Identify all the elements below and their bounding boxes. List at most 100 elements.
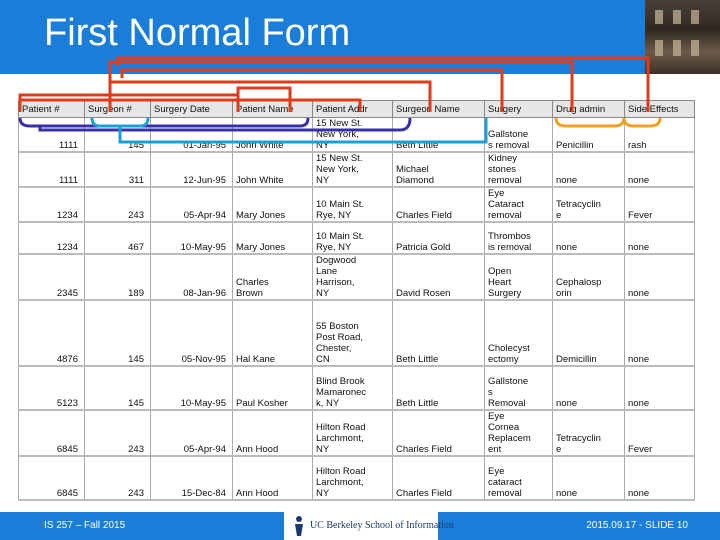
table-cell: Hilton Road Larchmont, NY	[312, 410, 393, 457]
cell-text: 6845	[56, 444, 78, 455]
table-cell: 12-Jun-95	[150, 152, 233, 188]
header-row: Patient # Surgeon # Surgery Date Patient…	[18, 100, 695, 118]
cell-text: 243	[128, 488, 144, 499]
table-cell: none	[552, 456, 625, 501]
column-header: Patient Addr	[312, 100, 393, 118]
cell-text: Cholecyst ectomy	[488, 343, 530, 365]
building-photo	[645, 0, 720, 74]
table-cell: John White	[232, 117, 313, 153]
table-cell: 01-Jan-95	[150, 117, 233, 153]
table-cell: 2345	[18, 254, 85, 301]
table-cell: 10-May-95	[150, 222, 233, 255]
cell-text: 10 Main St. Rye, NY	[316, 231, 365, 253]
column-header: Patient Name	[232, 100, 313, 118]
table-row: 1111 311 12-Jun-95 John White 15 New St. New…	[18, 152, 695, 188]
cell-text: John White	[236, 140, 284, 151]
table-cell: none	[624, 366, 695, 411]
table-cell: Charles Brown	[232, 254, 313, 301]
table-cell: Ann Hood	[232, 410, 313, 457]
cell-text: Demicillin	[556, 354, 597, 365]
column-header: Surgery Date	[150, 100, 233, 118]
cell-text: 10-May-95	[180, 398, 226, 409]
cell-text: Ann Hood	[236, 488, 279, 499]
table-cell: none	[624, 300, 695, 367]
table-cell: 1111	[18, 117, 85, 153]
table-cell: Tetracyclin e	[552, 410, 625, 457]
table-cell: 243	[84, 410, 151, 457]
cell-text: John White	[236, 175, 284, 186]
cell-text: Charles Field	[396, 488, 452, 499]
cell-text: Ann Hood	[236, 444, 279, 455]
table-cell: none	[624, 152, 695, 188]
cell-text: 1111	[58, 175, 78, 186]
cell-text: none	[556, 175, 578, 186]
column-header: Surgery	[484, 100, 553, 118]
table-cell: Penicillin	[552, 117, 625, 153]
table-cell: 189	[84, 254, 151, 301]
table-row: 6845 243 05-Apr-94 Ann Hood Hilton Road Larc…	[18, 410, 695, 457]
table-cell: Hal Kane	[232, 300, 313, 367]
cell-text: Beth Little	[396, 140, 439, 151]
cell-text: David Rosen	[396, 288, 451, 299]
cell-text: 1234	[56, 242, 78, 253]
table-cell: Fever	[624, 187, 695, 223]
cell-text: 15 New St. New York, NY	[316, 153, 363, 186]
table-cell: 4876	[18, 300, 85, 367]
table-cell: Open Heart Surgery	[484, 254, 553, 301]
cell-text: Paul Kosher	[236, 398, 288, 409]
table-cell: 1234	[18, 187, 85, 223]
table-cell: Tetracyclin e	[552, 187, 625, 223]
cell-text: Gallstone s removal	[488, 129, 530, 151]
table-cell: 243	[84, 456, 151, 501]
table-cell: 55 Boston Post Road, Chester, CN	[312, 300, 393, 367]
table-cell: 6845	[18, 410, 85, 457]
cell-text: Tetracyclin e	[556, 199, 601, 221]
table-cell: Demicillin	[552, 300, 625, 367]
slide-number: 2015.09.17 - SLIDE 10	[586, 520, 688, 531]
table-cell: none	[624, 456, 695, 501]
table-row: 6845 243 15-Dec-84 Ann Hood Hilton Road Larc…	[18, 456, 695, 501]
table-cell: 311	[84, 152, 151, 188]
cell-text: 189	[128, 288, 144, 299]
cell-text: Hilton Road Larchmont, NY	[316, 422, 366, 455]
cell-text: Tetracyclin e	[556, 433, 601, 455]
cell-text: 5123	[56, 398, 78, 409]
cell-text: 10-May-95	[180, 242, 226, 253]
table-cell: Thrombos is removal	[484, 222, 553, 255]
table-cell: 15 New St. New York, NY	[312, 117, 393, 153]
table-cell: Eye Cornea Replacem ent	[484, 410, 553, 457]
table-row: 1111 145 01-Jan-95 John White 15 New St. New…	[18, 117, 695, 153]
table-cell: Mary Jones	[232, 222, 313, 255]
cell-text: none	[556, 398, 578, 409]
table-cell: 5123	[18, 366, 85, 411]
table-cell: 145	[84, 300, 151, 367]
table-row: 4876 145 05-Nov-95 Hal Kane 55 Boston Post R…	[18, 300, 695, 367]
table-cell: Gallstone s removal	[484, 117, 553, 153]
cell-text: 145	[128, 398, 144, 409]
table-cell: David Rosen	[392, 254, 485, 301]
cell-text: Beth Little	[396, 398, 439, 409]
cell-text: none	[628, 288, 650, 299]
table-cell: 10 Main St. Rye, NY	[312, 187, 393, 223]
table-cell: 467	[84, 222, 151, 255]
table-cell: Eye cataract removal	[484, 456, 553, 501]
table-cell: Ann Hood	[232, 456, 313, 501]
cell-text: Thrombos is removal	[488, 231, 532, 253]
cell-text: 311	[128, 175, 144, 186]
table-cell: John White	[232, 152, 313, 188]
table-cell: Charles Field	[392, 187, 485, 223]
table-cell: 10-May-95	[150, 366, 233, 411]
table-row: 5123 145 10-May-95 Paul Kosher Blind Brook M…	[18, 366, 695, 411]
cell-text: Mary Jones	[236, 242, 286, 253]
table-cell: none	[552, 222, 625, 255]
cell-text: Eye Cataract removal	[488, 188, 524, 221]
table-cell: none	[552, 152, 625, 188]
logo-figure-icon	[295, 516, 303, 536]
table-cell: Patricia Gold	[392, 222, 485, 255]
cell-text: Hal Kane	[236, 354, 276, 365]
cell-text: none	[556, 242, 578, 253]
cell-text: none	[628, 354, 650, 365]
table-cell: 15 New St. New York, NY	[312, 152, 393, 188]
cell-text: 6845	[56, 488, 78, 499]
cell-text: 467	[128, 242, 144, 253]
